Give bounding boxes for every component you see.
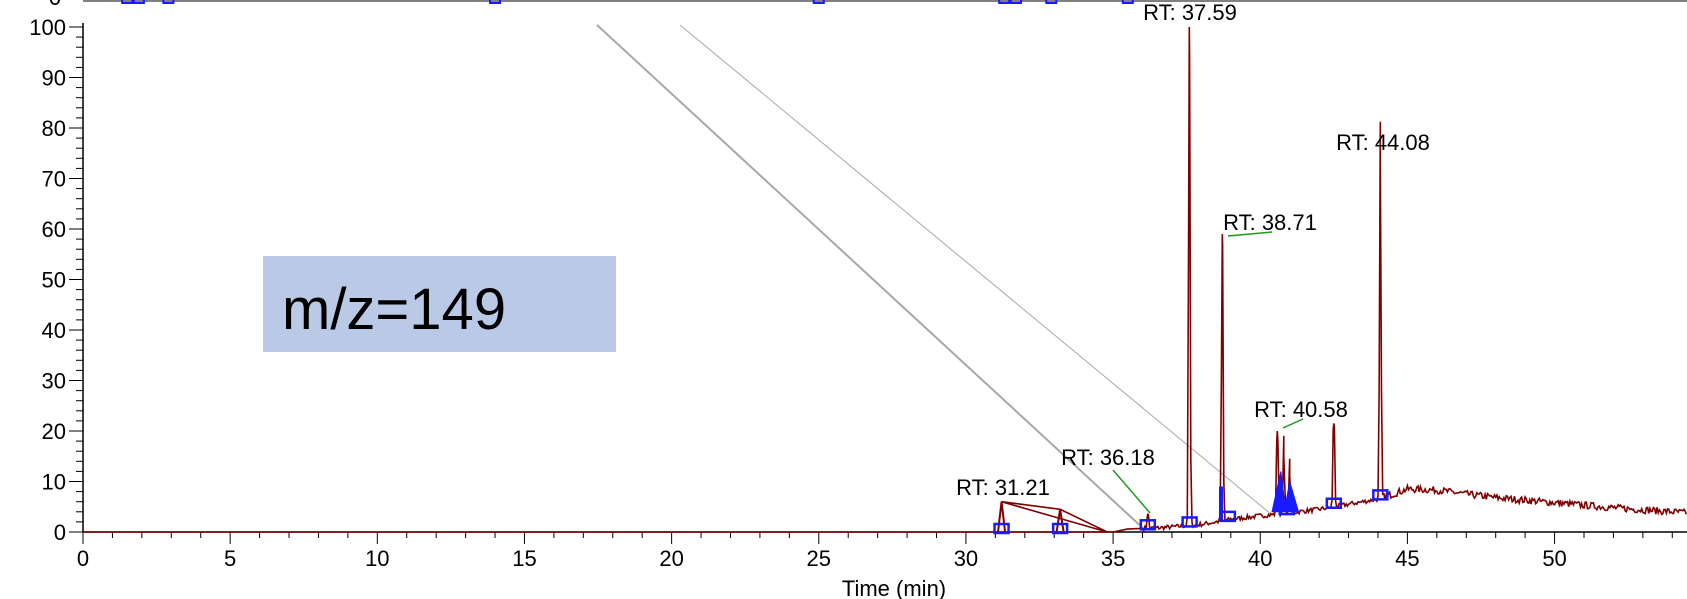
- top-marker-remnant: [132, 0, 145, 4]
- y-tick-label: 50: [42, 268, 66, 293]
- marker-bar: [1218, 486, 1223, 522]
- rt-label: RT: 36.18: [1061, 445, 1155, 470]
- minor-peak: [1055, 509, 1065, 533]
- top-marker-remnant: [1121, 0, 1134, 4]
- integration-marker: [1372, 489, 1389, 501]
- rt-labels: RT: 31.21 RT: 36.18 RT: 37.59 RT: 38.71 RT: …: [956, 0, 1430, 514]
- x-tick-label: 0: [77, 546, 89, 571]
- x-tick-label: 50: [1542, 546, 1566, 571]
- x-tick-label: 30: [954, 546, 978, 571]
- ion-label-box: m/z=149: [263, 256, 616, 352]
- y-tick-label: 70: [42, 167, 66, 192]
- y-tick-label: 60: [42, 217, 66, 242]
- integration-marker: [1051, 522, 1069, 535]
- y-tick-label: 0: [54, 520, 66, 545]
- x-tick-label: 40: [1248, 546, 1272, 571]
- top-marker-remnant: [812, 0, 825, 4]
- x-tick-label: 20: [659, 546, 683, 571]
- x-tick-label: 15: [512, 546, 536, 571]
- top-marker-remnant: [1009, 0, 1022, 4]
- rt-leader-line: [1227, 231, 1273, 237]
- x-tick-label: 25: [807, 546, 831, 571]
- chromatogram-trace: [83, 26, 1687, 533]
- ion-label-text: m/z=149: [282, 277, 506, 342]
- y-tick-label: 90: [42, 66, 66, 91]
- diagonal-lines: [596, 24, 1273, 531]
- y-tick-label: 80: [42, 116, 66, 141]
- x-tick-label: 35: [1101, 546, 1125, 571]
- rt-label: RT: 38.71: [1223, 210, 1317, 235]
- x-tick-label: 10: [365, 546, 389, 571]
- rt-label: RT: 44.08: [1336, 130, 1430, 155]
- rt-leader-line: [1282, 418, 1304, 429]
- y-tick-label: 40: [42, 318, 66, 343]
- ion-label-background: [263, 256, 616, 352]
- top-marker-remnant: [162, 0, 175, 4]
- top-marker-remnant: [998, 0, 1011, 4]
- integration-marker: [993, 522, 1010, 535]
- x-axis-title: Time (min): [842, 576, 946, 599]
- tick-marks: 0 10 20 30 40 50 60 70 80 90 100 0 5 10 15 20 25 30 35 40 45…: [29, 15, 1673, 571]
- y-tick-label: 30: [42, 369, 66, 394]
- minor-peak: [997, 501, 1007, 533]
- top-marker-remnant: [1045, 0, 1058, 4]
- diagonal-line-dark: [596, 24, 1146, 531]
- integration-marker: [1181, 516, 1198, 528]
- rt-label: RT: 31.21: [956, 475, 1050, 500]
- top-partial-zero: 0: [49, 0, 61, 10]
- top-marker-remnant: [489, 0, 502, 4]
- top-marker-remnant: [121, 0, 134, 4]
- rt-leader-line: [1112, 469, 1151, 514]
- integration-marker: [1325, 497, 1343, 509]
- y-tick-label: 10: [42, 470, 66, 495]
- x-tick-label: 45: [1395, 546, 1419, 571]
- rt-label: RT: 40.58: [1254, 397, 1348, 422]
- y-tick-label: 20: [42, 419, 66, 444]
- marker-cluster: [1271, 471, 1300, 513]
- marker-group: [121, 0, 1389, 535]
- integration-marker: [1139, 519, 1157, 531]
- x-tick-label: 5: [224, 546, 236, 571]
- rt-label: RT: 37.59: [1143, 0, 1237, 25]
- y-tick-label: 100: [29, 15, 66, 40]
- diagonal-line-light: [679, 24, 1273, 516]
